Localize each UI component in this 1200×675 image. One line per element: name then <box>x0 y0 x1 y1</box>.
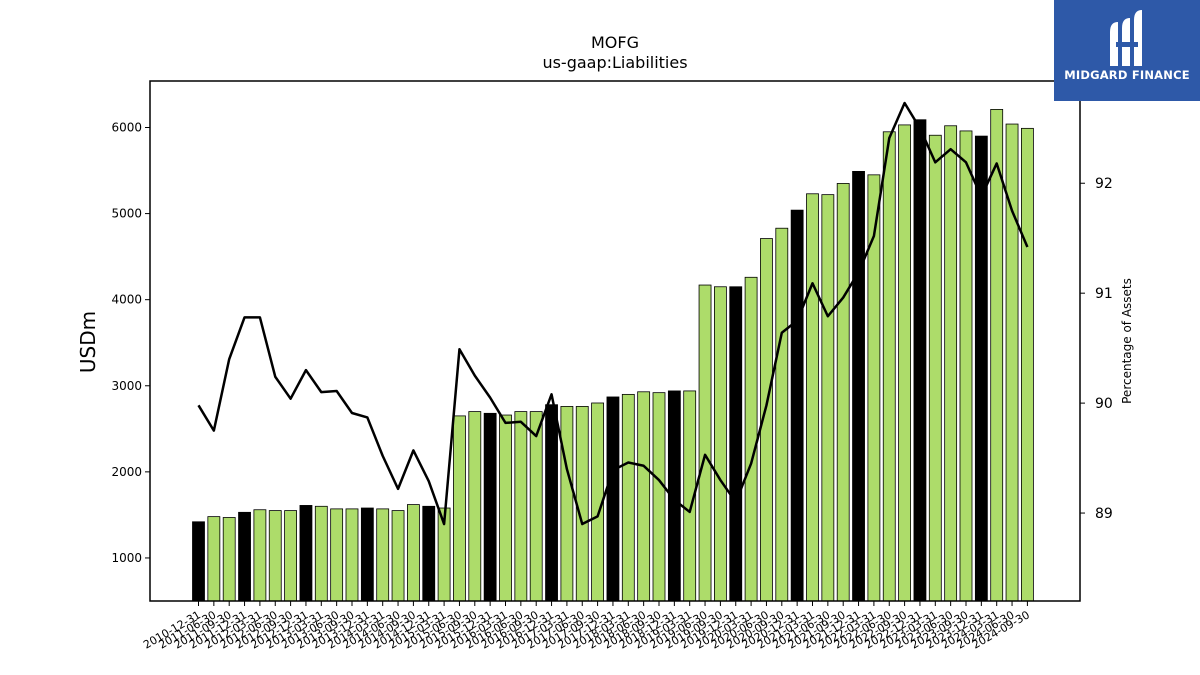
bar <box>406 504 420 602</box>
bar <box>652 392 666 602</box>
bar <box>990 109 1004 602</box>
bar <box>376 508 390 602</box>
chart-title: MOFG <box>591 33 639 52</box>
line-series <box>197 101 1029 526</box>
y-tick-label: 3000 <box>111 379 142 393</box>
bar <box>468 411 482 602</box>
chart-subtitle: us-gaap:Liabilities <box>542 53 687 72</box>
midgard-logo-icon <box>1110 10 1142 66</box>
bar <box>222 517 236 602</box>
bar <box>453 415 466 602</box>
y2-tick-label: 89 <box>1095 506 1113 522</box>
y2-tick-label: 91 <box>1095 286 1113 302</box>
bar <box>345 508 359 602</box>
bar <box>330 508 344 602</box>
bar <box>314 505 328 602</box>
y-axis-label: USDm <box>76 311 100 373</box>
bar <box>391 510 405 602</box>
y-tick-label: 5000 <box>111 207 142 221</box>
bar <box>775 227 789 602</box>
y-tick-label: 4000 <box>111 293 142 307</box>
bar <box>836 183 850 602</box>
bar <box>207 516 221 602</box>
bar <box>790 209 804 602</box>
bar <box>514 411 528 602</box>
bar <box>268 510 282 602</box>
bar <box>714 286 727 602</box>
bar <box>606 396 620 602</box>
bar <box>821 194 835 602</box>
bar <box>637 391 651 602</box>
bar <box>422 505 436 602</box>
bar <box>192 521 205 602</box>
bar <box>253 509 267 602</box>
bar <box>238 511 251 602</box>
y-tick-label: 1000 <box>111 551 142 565</box>
bar <box>744 276 758 602</box>
bar <box>483 412 497 602</box>
bar <box>928 134 942 602</box>
brand-name: MIDGARD FINANCE <box>1064 68 1190 82</box>
bar <box>284 510 298 602</box>
bar <box>806 193 819 602</box>
bar <box>944 125 958 602</box>
y2-tick-label: 90 <box>1095 396 1113 412</box>
bar <box>974 135 988 602</box>
bar <box>560 406 574 602</box>
bar <box>882 131 896 602</box>
bar-series <box>192 109 1034 602</box>
y-tick-label: 6000 <box>111 120 142 134</box>
bar <box>698 284 712 602</box>
bar <box>575 406 589 602</box>
bar <box>913 119 927 602</box>
bar <box>529 411 543 602</box>
y2-axis-label: Percentage of Assets <box>1120 278 1134 404</box>
bar <box>852 170 865 602</box>
y2-tick-label: 92 <box>1095 176 1113 192</box>
brand-logo: MIDGARD FINANCE <box>1054 0 1200 101</box>
plot-frame <box>149 80 1081 602</box>
bar <box>299 505 313 602</box>
bar <box>1021 127 1034 602</box>
bar <box>360 507 374 602</box>
bar <box>545 404 558 602</box>
bar <box>959 130 973 602</box>
y-tick-label: 2000 <box>111 465 142 479</box>
bar <box>499 414 512 602</box>
axes: 100020003000400050006000899091922010-12-… <box>111 80 1113 652</box>
bar <box>621 393 635 602</box>
bar <box>729 286 743 602</box>
bar <box>898 124 911 602</box>
